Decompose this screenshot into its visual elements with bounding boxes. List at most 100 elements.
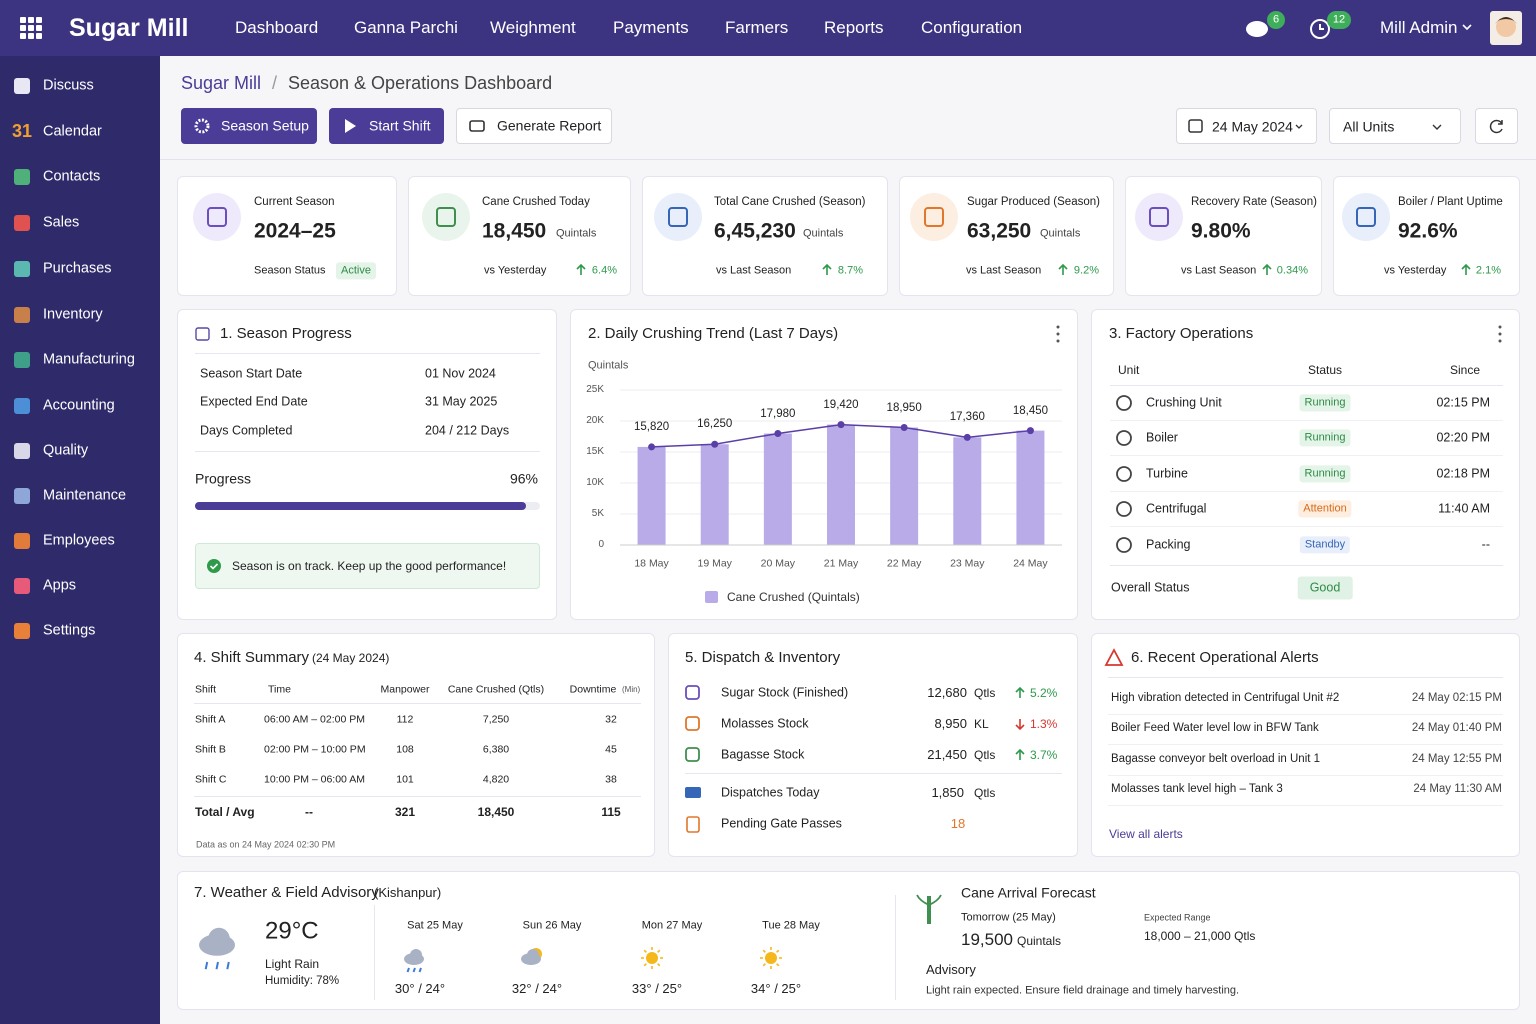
unit-name: Turbine [1146,466,1188,481]
y-tick-label: 0 [598,539,604,550]
kpi-glyph [1356,207,1376,227]
row-label: Season Start Date [200,366,303,381]
trend-point [711,440,719,448]
total-cell: 321 [394,804,416,819]
unit-icon [1116,501,1132,517]
column-header: Cane Crushed (Qtls) [447,683,545,696]
alert-time: 24 May 11:30 AM [1413,783,1502,796]
divider [685,773,1062,774]
clock-icon [1310,19,1330,39]
sidebar-item[interactable]: Inventory [43,306,103,323]
sidebar-item[interactable]: Purchases [43,260,112,277]
sidebar-item[interactable]: Sales [43,214,80,231]
button[interactable] [456,108,612,144]
table-cell: 06:00 AM – 02:00 PM [264,713,365,726]
avatar-hair [1495,17,1517,24]
note-box [195,543,540,589]
progress-value: 96% [509,470,538,487]
kpi-glyph [668,207,688,227]
user-menu[interactable]: Mill Admin [1380,17,1458,37]
panel-title: 4. Shift Summary [194,649,310,666]
stock-value: 21,450 [927,747,967,763]
sidebar-item[interactable]: Employees [43,532,115,549]
cloud-icon [208,927,230,950]
calendar-small [195,327,210,341]
apps-icon [36,33,42,39]
y-tick-label: 25K [586,384,604,395]
stock-value: 8,950 [934,716,967,732]
stock-unit: Qtls [974,685,996,700]
breadcrumb-separator: / [272,73,278,94]
sidebar-item[interactable]: Calendar [43,123,102,140]
nav-item[interactable]: Farmers [725,17,789,37]
alert-text: Molasses tank level high – Tank 3 [1111,783,1283,796]
alert-time: 24 May 12:55 PM [1411,753,1502,766]
nav-item[interactable]: Reports [824,17,884,37]
forecast-day: Sat 25 May [407,919,463,932]
sidebar-icon [14,533,30,549]
sun-ray [762,949,766,953]
apps-icon [20,17,26,23]
kpi-label: Sugar Produced (Season) [967,196,1100,209]
apps-icon [28,33,34,39]
row-label: Expected End Date [200,394,308,409]
sidebar-item[interactable]: Contacts [43,168,101,185]
arrow-up [1262,263,1272,275]
kpi-glyph [1149,207,1169,227]
kpi-unit: Quintals [556,227,597,240]
arrow-up [1015,748,1025,760]
nav-item[interactable]: Ganna Parchi [354,17,458,37]
breadcrumb-link[interactable]: Sugar Mill [181,73,262,94]
unit-select[interactable] [1329,108,1461,144]
sidebar-item[interactable]: Manufacturing [43,351,135,368]
x-tick-label: 24 May [1013,557,1048,570]
nav-item[interactable]: Payments [613,17,689,37]
sidebar-icon [14,307,30,323]
alerts-panel [1091,633,1520,857]
overall-badge: Good [1297,576,1353,600]
y-tick-label: 10K [586,477,604,488]
nav-item[interactable]: Dashboard [235,17,319,37]
kpi-icon [654,193,702,241]
forecast-unit: Quintals [1017,933,1062,948]
panel-subtitle: (Kishanpur) [374,885,442,901]
sidebar-item[interactable]: Accounting [43,397,115,414]
kebab-dot [1498,332,1502,336]
sun-ray [657,949,661,953]
kpi-change: 6.4% [591,264,617,277]
date-picker[interactable] [1176,108,1317,144]
nav-item[interactable]: Configuration [921,17,1023,37]
sidebar-item[interactable]: Maintenance [43,487,127,504]
x-tick-label: 20 May [760,557,796,570]
sun-ray [657,963,661,967]
bar [1016,430,1045,545]
row-value: 31 May 2025 [425,394,498,409]
sidebar-item[interactable]: Quality [43,442,89,459]
sidebar-item[interactable]: Discuss [43,77,94,94]
table-note: Data as on 24 May 2024 02:30 PM [196,839,336,850]
cane-icon [927,896,931,924]
column-header: Downtime [569,683,617,696]
kpi-unit: Quintals [1040,227,1081,240]
panel-title: 7. Weather & Field Advisory [194,884,379,901]
panel-subtitle: (24 May 2024) [312,650,390,665]
column-header: Time [268,683,291,696]
alert-text: Bagasse conveyor belt overload in Unit 1 [1111,753,1321,766]
sidebar-item[interactable]: Settings [43,622,96,639]
forecast-temp: 30° / 24° [394,981,446,997]
button[interactable] [181,108,317,144]
kebab-dot [1056,339,1060,343]
kpi-label: Recovery Rate (Season) [1191,196,1317,209]
sidebar-item[interactable]: Apps [43,577,77,594]
refresh-button[interactable] [1475,108,1518,144]
stock-icon [685,747,700,762]
header-divider [160,159,1536,160]
view-all-link[interactable]: View all alerts [1109,826,1183,841]
row-value: 204 / 212 Days [425,423,510,438]
x-tick-label: 18 May [634,557,669,570]
column-header: Unit [1118,362,1140,377]
divider [1108,677,1503,678]
kpi-status-label: Season Status [254,264,326,277]
nav-item[interactable]: Weighment [490,17,576,37]
sun-ray [776,963,780,967]
